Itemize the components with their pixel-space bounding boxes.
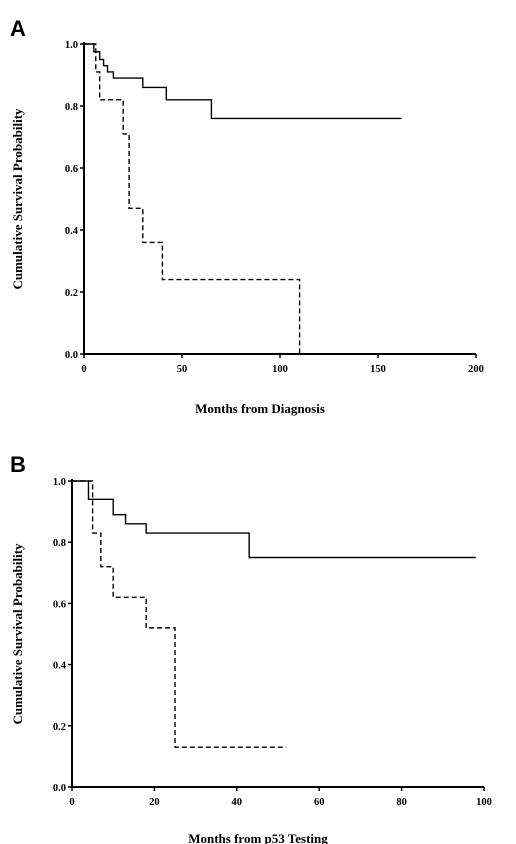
panel-a-x-tick-label: 150 (370, 364, 386, 375)
panel-b-x-tick-label: 40 (232, 797, 243, 808)
panel-a-y-tick-label: 0.6 (65, 164, 78, 175)
panel-a-y-axis-title: Cumulative Survival Probability (10, 108, 25, 290)
panel-b-chart: 0.0 0.2 0.4 0.6 0.8 1.0 0 20 40 60 80 100 Months fro… (10, 477, 492, 844)
panel-a-x-tick-label: 0 (81, 364, 86, 375)
panel-a-y-tick-label: 1.0 (65, 40, 78, 51)
panel-b-y-tick-label: 0.0 (53, 783, 66, 794)
panel-b-y-tick-label: 0.6 (53, 599, 66, 610)
panel-b-x-tick-label: 60 (314, 797, 325, 808)
panel-b-y-axis-title: Cumulative Survival Probability (10, 543, 25, 725)
panel-a-curve-dashed (84, 43, 301, 354)
panel-b-x-tick-label: 80 (396, 797, 407, 808)
panel-letter-a: A (10, 16, 26, 41)
panel-b-y-tick-label: 1.0 (53, 477, 66, 488)
panel-b-x-axis-title: Months from p53 Testing (188, 831, 328, 844)
panel-b-x-tick-label: 100 (476, 797, 492, 808)
panel-a-y-tick-label: 0.2 (65, 288, 78, 299)
panel-a-x-tick-label: 200 (468, 364, 484, 375)
panel-a-chart: 0.0 0.2 0.4 0.6 0.8 1.0 0 50 100 150 200 Months fro… (10, 40, 484, 416)
panel-a-y-tick-label: 0.4 (65, 226, 79, 237)
panel-a-y-tick-label: 0.0 (65, 350, 78, 361)
panel-b-curve-solid (72, 480, 476, 559)
panel-b-curve-dashed (72, 480, 287, 748)
panel-b-y-tick-label: 0.4 (53, 661, 67, 672)
panel-b-x-tick-label: 20 (149, 797, 160, 808)
panel-b-y-tick-label: 0.2 (53, 722, 66, 733)
panel-b-y-tick-label: 0.8 (53, 538, 66, 549)
panel-a-x-tick-label: 100 (272, 364, 288, 375)
panel-a-x-axis-title: Months from Diagnosis (195, 401, 325, 416)
panel-a-curve-solid (84, 43, 402, 120)
panel-letter-b: B (10, 452, 26, 477)
panel-a-x-tick-label: 50 (177, 364, 188, 375)
panel-b-x-tick-label: 0 (69, 797, 74, 808)
panel-a-y-tick-label: 0.8 (65, 102, 78, 113)
